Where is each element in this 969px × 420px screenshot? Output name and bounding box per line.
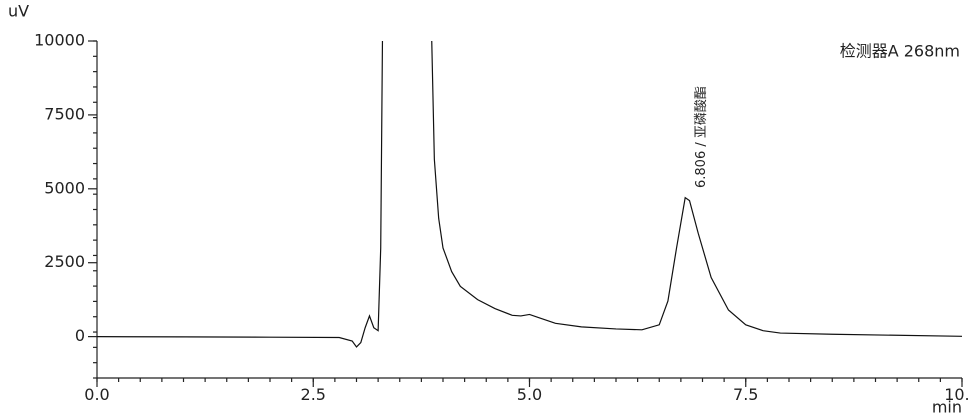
y-tick-label: 7500	[44, 104, 85, 123]
x-axis-label: min	[932, 398, 962, 417]
y-tick-label: 5000	[44, 178, 85, 197]
y-axis-label: uV	[8, 2, 29, 21]
signal-line	[97, 41, 962, 348]
detector-label: 检测器A 268nm	[840, 42, 960, 61]
y-tick-label: 0	[75, 326, 85, 345]
x-tick-label: 10.0	[944, 385, 969, 404]
y-tick-label: 10000	[34, 31, 85, 50]
x-tick-label: 5.0	[517, 385, 542, 404]
x-tick-label: 2.5	[301, 385, 326, 404]
x-tick-label: 7.5	[733, 385, 758, 404]
x-tick-label: 0.0	[84, 385, 109, 404]
peak-annotation: 6.806 / 亚磷酸酯	[694, 86, 709, 188]
y-tick-label: 2500	[44, 252, 85, 271]
